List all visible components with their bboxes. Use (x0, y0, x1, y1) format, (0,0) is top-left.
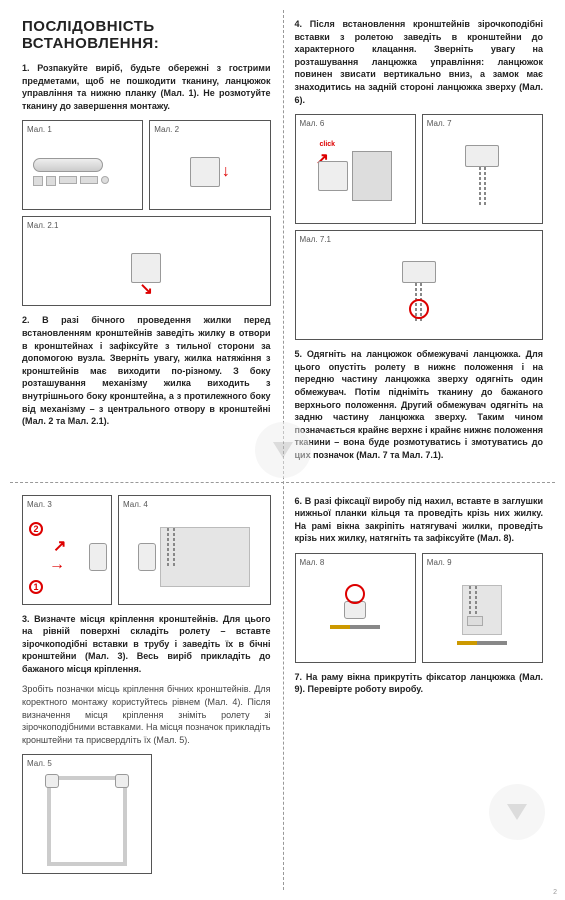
highlight-circle (409, 299, 429, 319)
figure-2: Мал. 2 ↓ (149, 120, 270, 210)
figure-1: Мал. 1 (22, 120, 143, 210)
figure-6: Мал. 6 click ↗ (295, 114, 416, 224)
figure-7: Мал. 7 (422, 114, 543, 224)
figure-4: Мал. 4 (118, 495, 271, 605)
fig-label: Мал. 7 (427, 119, 452, 128)
watermark-icon (255, 422, 311, 478)
window-frame (47, 776, 127, 866)
figure-8: Мал. 8 (295, 553, 416, 663)
figure-2-1: Мал. 2.1 ↘ (22, 216, 271, 306)
page-number: 2 (553, 889, 557, 896)
step-4-text: 4. Після встановлення кронштейнів зірочк… (295, 18, 544, 106)
left-column: ПОСЛІДОВНІСТЬ ВСТАНОВЛЕННЯ: 1. Розпакуйт… (10, 10, 283, 478)
fig-row-1: Мал. 1 Мал. 2 ↓ (22, 120, 271, 306)
page: ПОСЛІДОВНІСТЬ ВСТАНОВЛЕННЯ: 1. Розпакуйт… (0, 0, 565, 900)
step-7-text: 7. На раму вікна прикрутіть фіксатор лан… (295, 671, 544, 696)
figure-5: Мал. 5 (22, 754, 152, 874)
step-6-text: 6. В разі фіксації виробу під нахил, вст… (295, 495, 544, 545)
fig-row-4: Мал. 6 click ↗ Мал. 7 Мал. 7.1 (295, 114, 544, 340)
step-1-text: 1. Розпакуйте виріб, будьте обережні з г… (22, 62, 271, 112)
figure-9: Мал. 9 (422, 553, 543, 663)
fig-row-5: Мал. 5 (22, 754, 271, 874)
fig-label: Мал. 8 (300, 558, 325, 567)
step-3b-text: Зробіть позначки місць кріплення бічних … (22, 683, 271, 746)
fig-label: Мал. 4 (123, 500, 148, 509)
left-column-bottom: Мал. 3 2 1 ↗ → Мал. 4 3. Визначте місця … (10, 487, 283, 891)
fig-label: Мал. 7.1 (300, 235, 331, 244)
fig-label: Мал. 5 (27, 759, 52, 768)
fig-label: Мал. 3 (27, 500, 52, 509)
screwdriver-icon (330, 625, 380, 629)
page-title: ПОСЛІДОВНІСТЬ ВСТАНОВЛЕННЯ: (22, 18, 271, 52)
fig-label: Мал. 9 (427, 558, 452, 567)
fig-row-3: Мал. 3 2 1 ↗ → Мал. 4 (22, 495, 271, 605)
highlight-circle (345, 584, 365, 604)
step-5-text: 5. Одягніть на ланцюжок обмежувачі ланцю… (295, 348, 544, 461)
fig-label: Мал. 2 (154, 125, 179, 134)
step-2-text: 2. В разі бічного проведення жилки перед… (22, 314, 271, 427)
right-column-top: 4. Після встановлення кронштейнів зірочк… (283, 10, 556, 478)
figure-3: Мал. 3 2 1 ↗ → (22, 495, 112, 605)
fig-label: Мал. 6 (300, 119, 325, 128)
figure-7-1: Мал. 7.1 (295, 230, 544, 340)
step-3-text: 3. Визначте місця кріплення кронштейнів.… (22, 613, 271, 676)
fig-label: Мал. 1 (27, 125, 52, 134)
fig-label: Мал. 2.1 (27, 221, 58, 230)
fig-row-6: Мал. 8 Мал. 9 (295, 553, 544, 663)
screwdriver-icon (457, 641, 507, 645)
